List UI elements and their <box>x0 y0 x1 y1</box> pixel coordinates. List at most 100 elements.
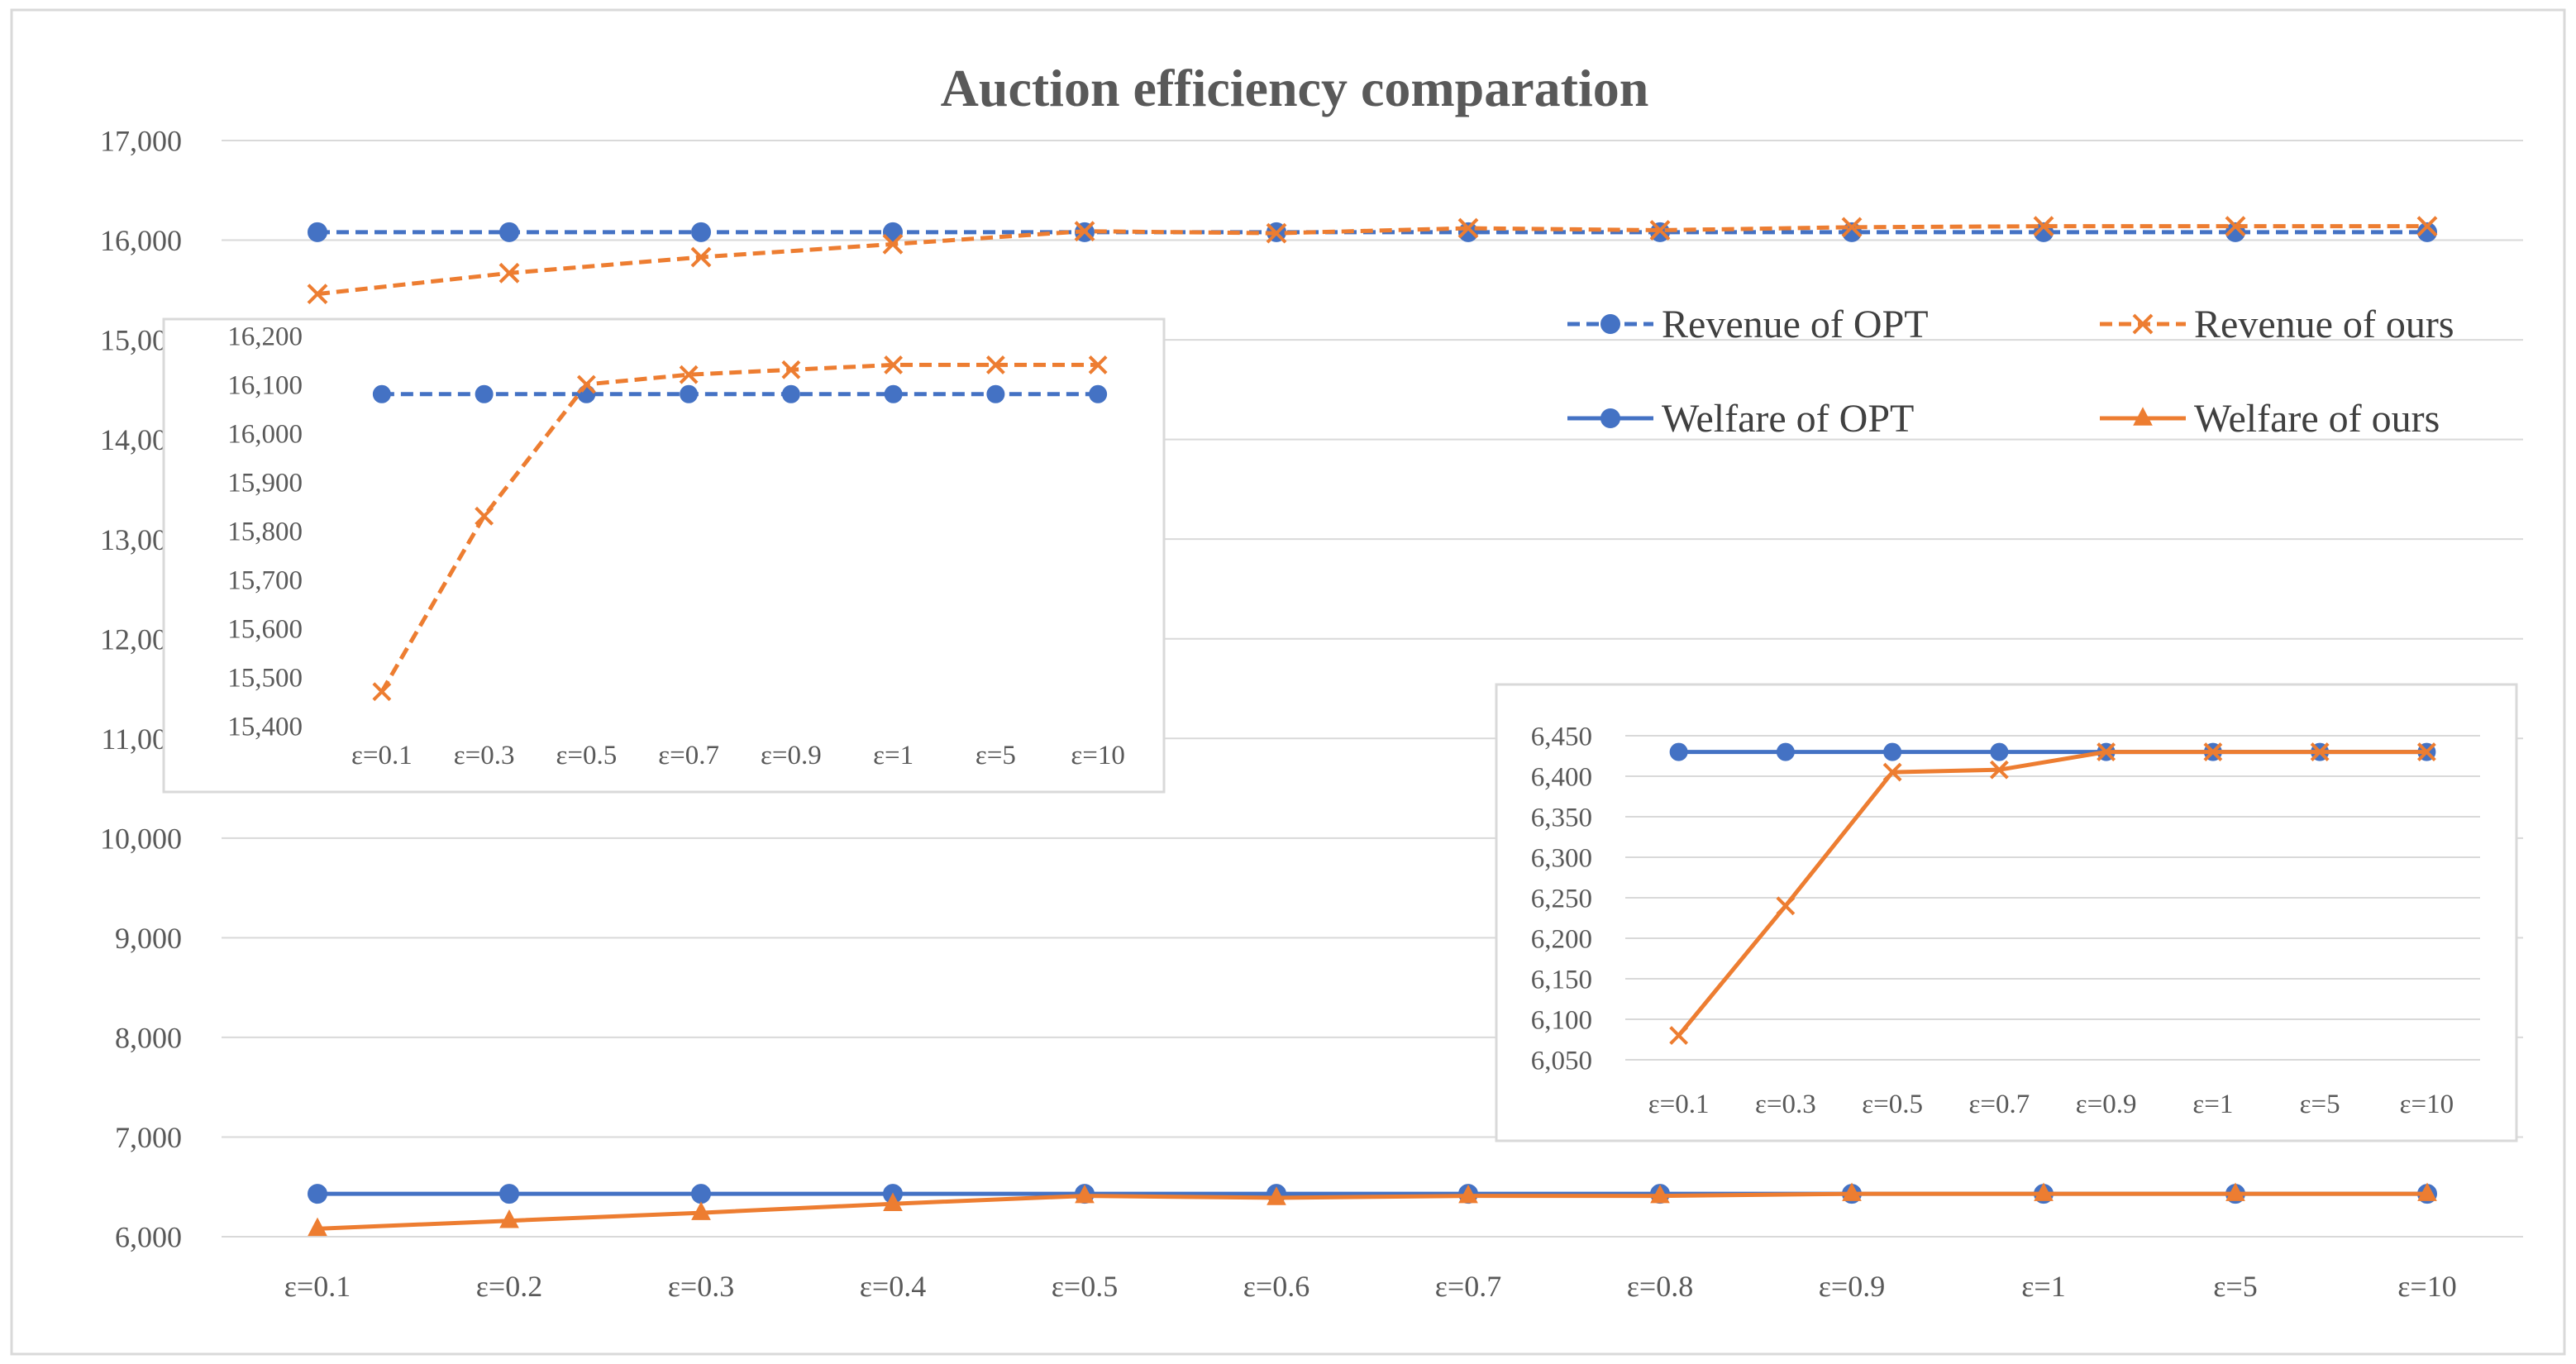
data-point <box>882 233 904 255</box>
y-tick-label: 17,000 <box>100 125 182 158</box>
data-point <box>1458 222 1478 242</box>
legend-marker <box>1600 314 1620 334</box>
data-point <box>499 1209 519 1228</box>
y-tick-label: 9,000 <box>115 922 182 955</box>
y-tick-label: 15,500 <box>227 664 303 694</box>
data-point <box>2416 216 2438 237</box>
y-tick-label: 15,900 <box>227 469 303 498</box>
data-point <box>781 384 800 403</box>
x-tick-label: ε=0.6 <box>1243 1270 1309 1303</box>
y-tick-label: 6,350 <box>1531 804 1592 833</box>
y-tick-label: 6,200 <box>1531 925 1592 955</box>
y-tick-label: 6,150 <box>1531 966 1592 995</box>
x-tick-label: ε=0.5 <box>1862 1090 1923 1119</box>
data-point <box>1842 1182 1862 1201</box>
data-point <box>308 222 327 242</box>
y-tick-label: 10,000 <box>100 822 182 855</box>
data-point <box>691 222 711 242</box>
y-tick-label: 6,050 <box>1531 1047 1592 1076</box>
data-point <box>691 1184 711 1204</box>
x-tick-label: ε=0.7 <box>658 741 719 770</box>
data-point <box>1089 384 1108 403</box>
series-line-revenue-of-ours <box>379 362 1099 693</box>
data-point <box>883 1192 903 1211</box>
legend-marker <box>2132 313 2154 335</box>
data-point <box>1088 355 1108 374</box>
x-tick-label: ε=0.5 <box>556 741 618 770</box>
x-tick-label: ε=0.1 <box>1648 1090 1710 1119</box>
y-tick-label: 15,800 <box>227 517 303 547</box>
y-tick-label: 6,100 <box>1531 1006 1592 1036</box>
data-point <box>2310 742 2330 762</box>
data-point <box>372 682 392 702</box>
data-point <box>308 1184 327 1204</box>
data-point <box>2416 742 2436 762</box>
data-point <box>1669 742 1688 761</box>
legend-label: Revenue of ours <box>2194 303 2454 346</box>
data-point <box>2225 1182 2245 1201</box>
data-point <box>1841 217 1863 238</box>
y-tick-label: 6,450 <box>1531 723 1592 752</box>
inset-welfare-chart: 6,050 6,100 6,150 6,200 6,250 6,300 6,350 6,400… <box>1495 683 2518 1142</box>
data-point <box>884 355 904 374</box>
x-tick-label: ε=0.2 <box>476 1270 542 1303</box>
series-line-welfare-of-ours <box>1677 750 2427 1037</box>
x-tick-label: ε=1 <box>2192 1090 2233 1119</box>
x-tick-label: ε=0.3 <box>454 741 515 770</box>
data-point <box>1266 222 1287 244</box>
data-point <box>680 384 699 403</box>
data-point <box>2203 742 2223 762</box>
x-tick-label: ε=0.7 <box>1435 1270 1501 1303</box>
series-line-welfare-of-ours <box>317 1191 2427 1231</box>
x-tick-label: ε=0.4 <box>860 1270 926 1303</box>
data-point <box>2034 1182 2054 1201</box>
y-tick-label: 15,600 <box>227 615 303 645</box>
legend-label: Welfare of ours <box>2194 397 2440 441</box>
data-point <box>308 1217 327 1237</box>
data-point <box>2417 1182 2437 1201</box>
data-point <box>1457 217 1479 239</box>
data-point <box>985 355 1005 374</box>
x-tick-label: ε=0.3 <box>668 1270 734 1303</box>
data-point <box>499 1184 519 1204</box>
data-point <box>372 384 391 403</box>
x-tick-label: ε=5 <box>2213 1270 2257 1303</box>
data-point <box>475 384 494 403</box>
legend-marker <box>2133 407 2153 426</box>
data-point <box>690 246 712 268</box>
data-point <box>1458 1184 1478 1204</box>
x-tick-label: ε=0.1 <box>351 741 413 770</box>
y-tick-label: 16,000 <box>227 420 303 450</box>
y-tick-label: 16,200 <box>227 322 303 352</box>
inset-frame <box>162 317 1166 794</box>
x-tick-label: ε=5 <box>976 741 1016 770</box>
y-tick-label: 7,000 <box>115 1121 182 1154</box>
y-tick-label: 6,000 <box>115 1221 182 1254</box>
data-point <box>1649 220 1671 241</box>
y-tick-label: 6,250 <box>1531 885 1592 914</box>
data-point <box>986 384 1005 403</box>
x-tick-label: ε=0.9 <box>1819 1270 1885 1303</box>
data-point <box>1267 1186 1286 1205</box>
data-point <box>781 360 801 379</box>
data-point <box>576 374 596 394</box>
y-tick-label: 16,000 <box>100 224 182 257</box>
data-point <box>1883 742 1902 761</box>
x-tick-label: ε=0.5 <box>1052 1270 1118 1303</box>
inset-revenue-chart: 15,400 15,500 15,600 15,700 15,800 15,900 16,0… <box>162 317 1166 794</box>
x-tick-label: ε=0.3 <box>1755 1090 1816 1119</box>
data-point <box>1990 742 2009 761</box>
data-point <box>884 384 903 403</box>
data-point <box>1776 896 1796 916</box>
data-point <box>1989 760 2009 780</box>
legend-label: Welfare of OPT <box>1662 397 1914 441</box>
x-tick-label: ε=10 <box>2400 1090 2454 1119</box>
x-tick-label: ε=1 <box>2021 1270 2065 1303</box>
data-point <box>2225 216 2246 237</box>
data-point <box>883 222 903 242</box>
x-tick-label: ε=10 <box>2397 1270 2456 1303</box>
x-tick-label: ε=0.7 <box>1969 1090 2030 1119</box>
legend-marker <box>1600 408 1620 428</box>
